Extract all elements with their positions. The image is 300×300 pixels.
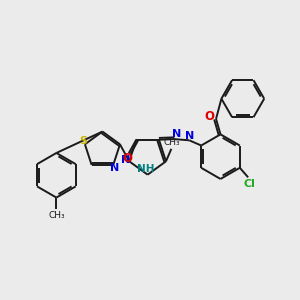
Text: NH: NH: [137, 164, 155, 174]
Text: CH₃: CH₃: [164, 138, 180, 147]
Text: N: N: [172, 129, 181, 140]
Text: N: N: [121, 155, 130, 165]
Text: S: S: [80, 136, 87, 146]
Text: CH₃: CH₃: [48, 211, 65, 220]
Text: Cl: Cl: [244, 178, 256, 189]
Text: O: O: [205, 110, 214, 123]
Text: O: O: [122, 152, 132, 165]
Text: N: N: [110, 164, 119, 173]
Text: N: N: [185, 130, 194, 141]
